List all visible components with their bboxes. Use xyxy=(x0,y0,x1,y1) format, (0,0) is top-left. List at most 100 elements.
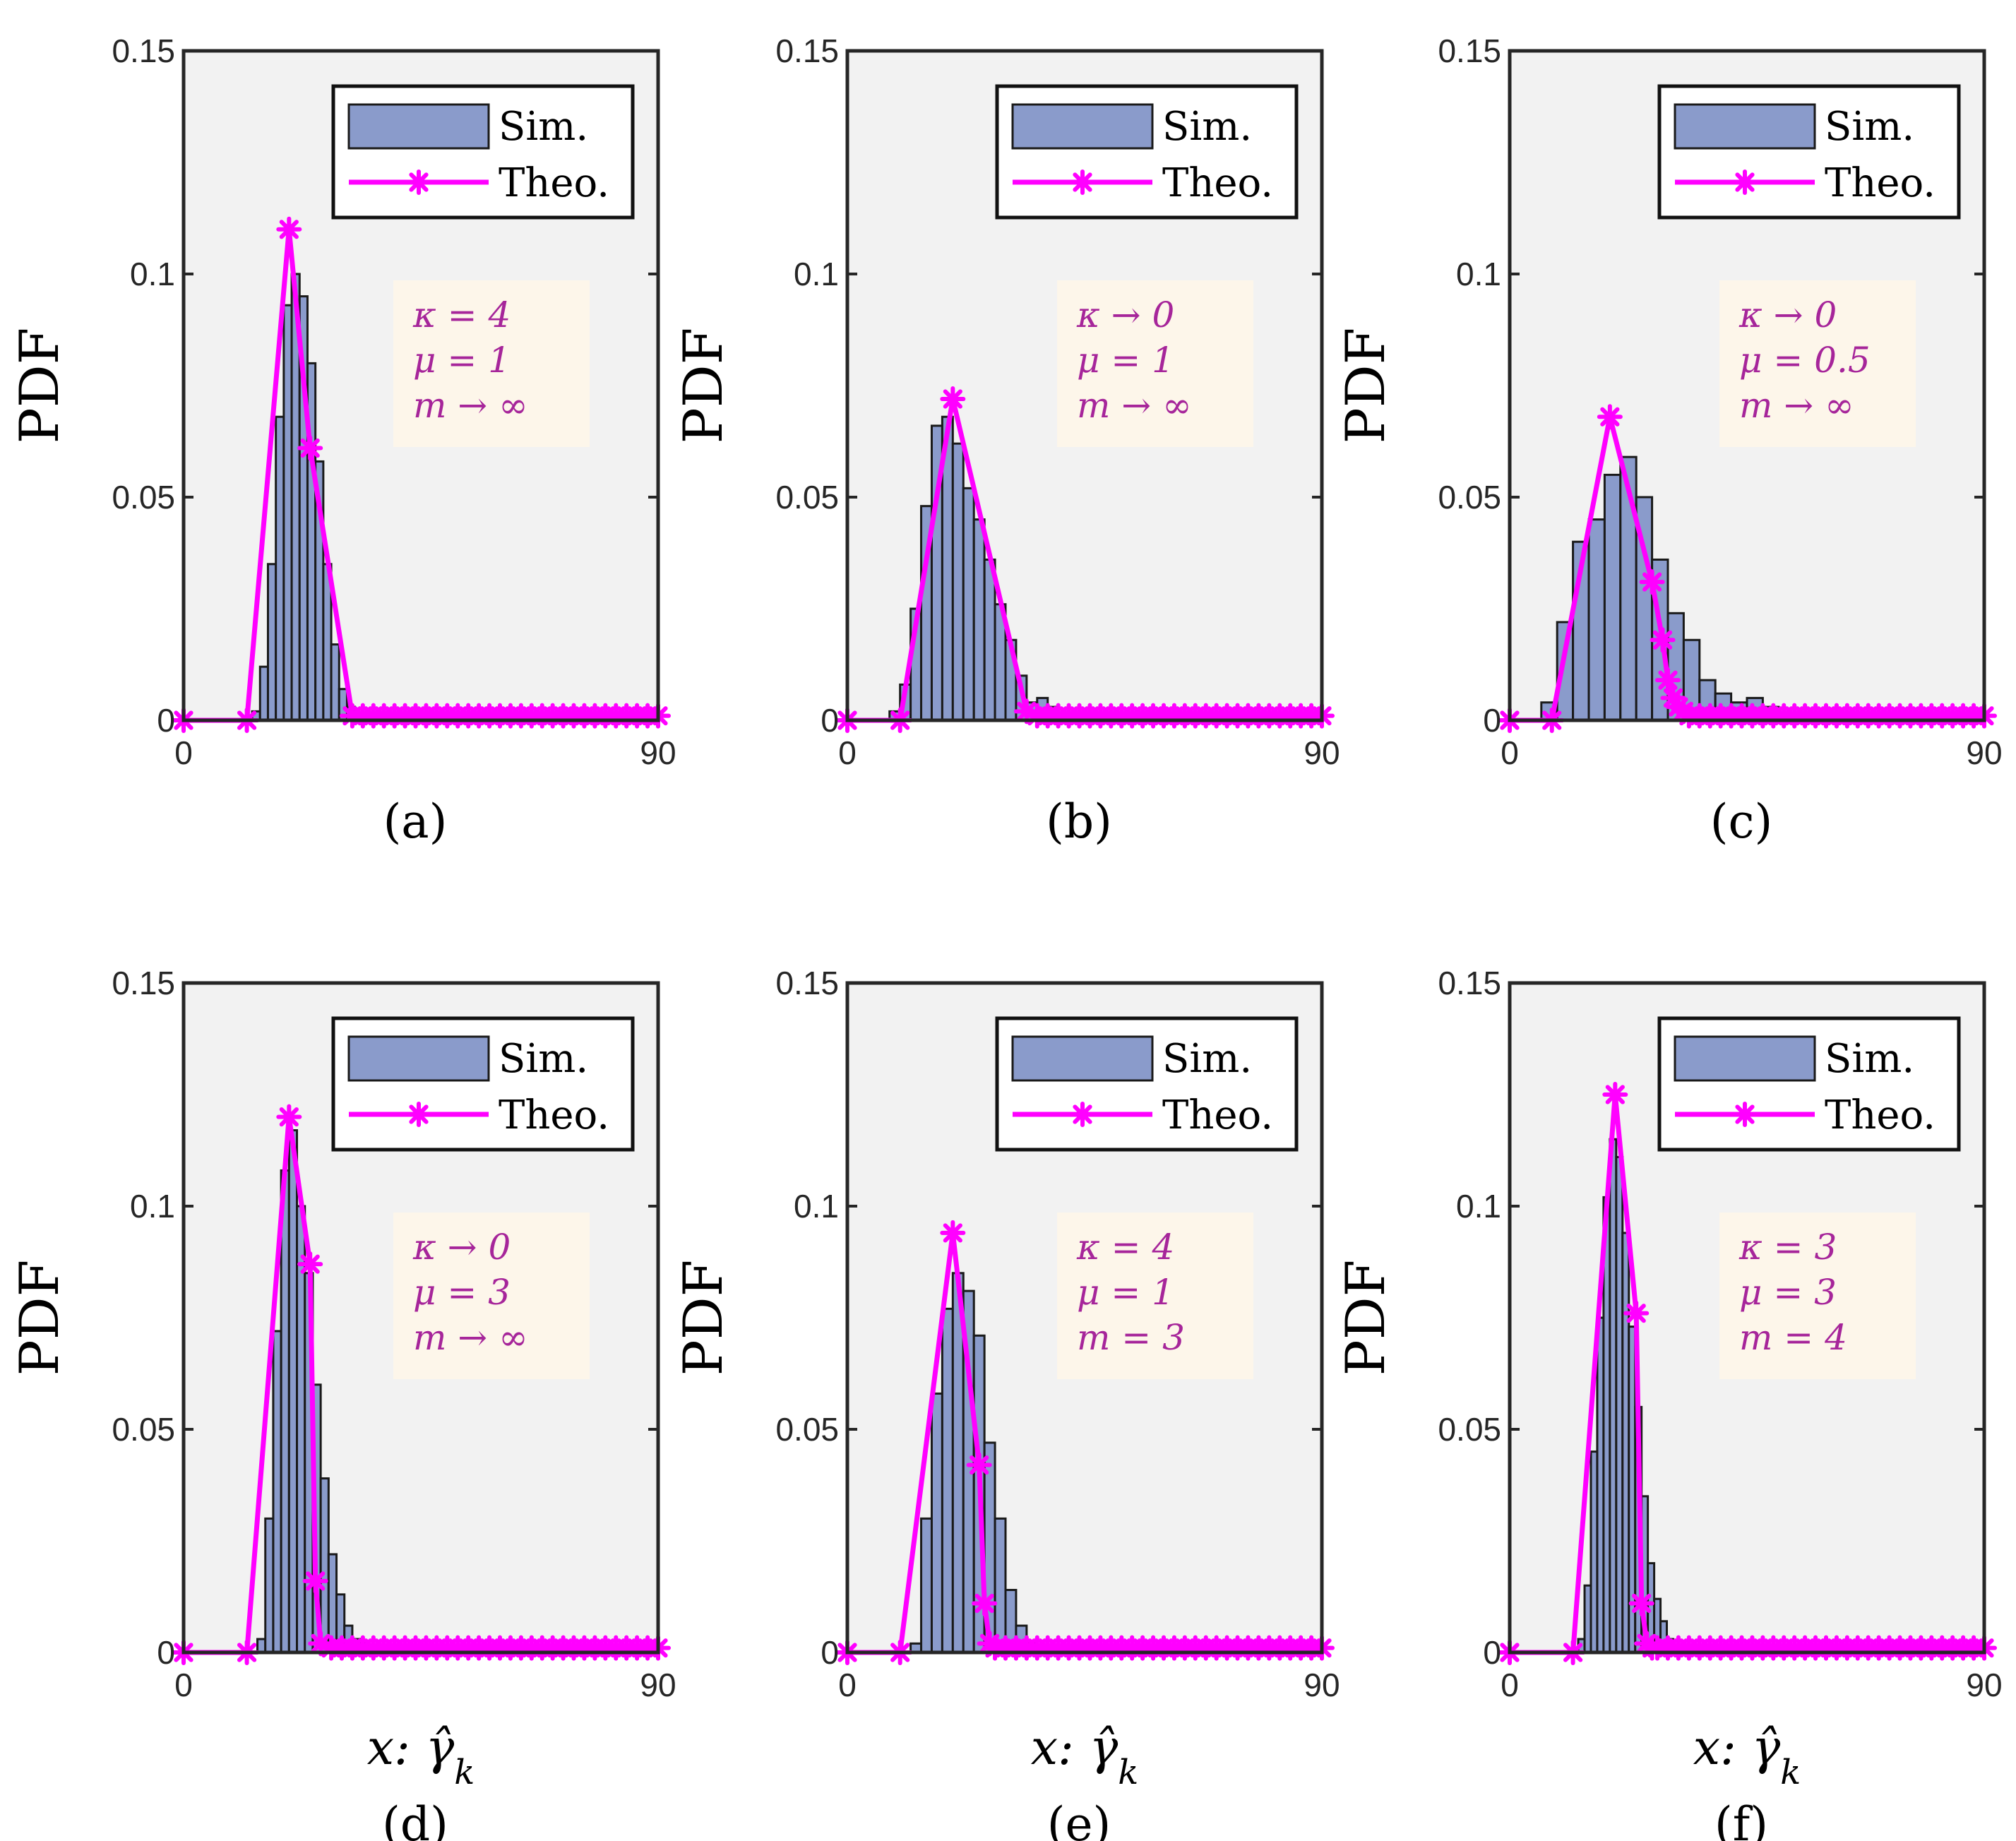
theo-marker-stroke xyxy=(943,1223,962,1243)
param-text: μ = 0.5 xyxy=(1739,340,1871,381)
param-text: κ → 0 xyxy=(412,1227,511,1268)
histogram-bar xyxy=(319,1477,330,1654)
histogram-bar xyxy=(1603,473,1622,722)
y-tick-label: 0.05 xyxy=(1438,479,1501,516)
x-tick-label: 0 xyxy=(174,1667,193,1703)
histogram-bar xyxy=(920,1517,933,1654)
y-tick-label: 0.15 xyxy=(1438,32,1501,69)
param-box-bg xyxy=(1057,1213,1253,1379)
y-tick-label: 0.15 xyxy=(112,965,175,1001)
legend: Sim. Theo. xyxy=(995,1016,1299,1152)
y-tick-label: 0 xyxy=(821,702,839,739)
param-text: κ = 4 xyxy=(412,294,511,335)
histogram-bar xyxy=(1587,518,1606,722)
param-box: κ = 4 μ = 1m → ∞ xyxy=(393,280,590,447)
y-tick-label: 0.05 xyxy=(112,479,175,516)
x-tick-label: 0 xyxy=(174,734,193,771)
theo-marker xyxy=(940,1220,966,1246)
panel-label: (a) xyxy=(383,794,448,849)
theo-marker xyxy=(276,1104,302,1130)
panel-b: 0 0.05 0.1 0.15 0 90 PDF (b) Sim. Theo. κ → 0 μ = 1… xyxy=(672,32,1340,849)
histogram-bar xyxy=(264,1517,275,1654)
y-axis-label: PDF xyxy=(8,1260,71,1376)
histogram-bar xyxy=(962,487,975,722)
histogram-bar xyxy=(330,643,340,722)
y-axis-label: PDF xyxy=(672,328,734,444)
x-tick-label: 0 xyxy=(1501,734,1519,771)
param-box: κ = 4μ = 1m = 3 xyxy=(1057,1213,1253,1379)
param-text: μ = 1 xyxy=(413,340,511,381)
param-box: κ → 0 μ = 1m → ∞ xyxy=(1057,280,1253,447)
y-tick-label: 0 xyxy=(1483,702,1501,739)
legend: Sim. Theo. xyxy=(331,84,635,220)
theo-marker xyxy=(1602,1082,1628,1107)
panel-f: 0 0.05 0.1 0.15 0 90 PDF x: γ̂k (f) Sim. Theo. κ = … xyxy=(1334,965,2003,1841)
panel-label: (e) xyxy=(1047,1797,1111,1841)
legend-sim-label: Sim. xyxy=(1162,1036,1252,1082)
x-tick-label: 0 xyxy=(1501,1667,1519,1703)
panel-d: 0 0.05 0.1 0.15 0 90 PDF x: γ̂k (d) Sim. Theo. κ → … xyxy=(8,965,676,1841)
param-text: μ = 1 xyxy=(1077,1272,1174,1313)
y-tick-label: 0.15 xyxy=(775,965,839,1001)
param-text: κ → 0 xyxy=(1738,294,1837,335)
theo-marker-stroke xyxy=(311,1633,330,1653)
y-tick-label: 0.1 xyxy=(1456,1188,1501,1225)
theo-marker xyxy=(297,435,323,461)
theo-marker-stroke xyxy=(1663,688,1683,708)
x-tick-label: 90 xyxy=(1966,734,2002,771)
theo-marker-stroke xyxy=(1017,701,1037,721)
param-text: m → ∞ xyxy=(1077,385,1192,426)
y-tick-label: 0.1 xyxy=(794,1188,839,1225)
histogram-bar xyxy=(930,1392,943,1654)
legend-theo-label: Theo. xyxy=(1825,1092,1936,1138)
panel-label: (c) xyxy=(1710,794,1772,849)
legend: Sim. Theo. xyxy=(1657,84,1961,220)
axes-box xyxy=(845,49,1324,722)
param-text: μ = 1 xyxy=(1077,340,1174,381)
param-text: κ → 0 xyxy=(1076,294,1174,335)
theo-marker xyxy=(1070,169,1095,195)
legend-sim-label: Sim. xyxy=(1825,1036,1914,1082)
y-tick-label: 0.1 xyxy=(130,256,175,292)
legend-sim-swatch xyxy=(347,103,490,150)
param-box-bg xyxy=(393,280,590,447)
theo-marker xyxy=(1597,404,1623,430)
theo-marker-stroke xyxy=(1632,1593,1652,1614)
panel-label: (d) xyxy=(382,1797,448,1841)
param-text: μ = 3 xyxy=(1739,1272,1837,1313)
theo-marker-stroke xyxy=(1652,630,1673,650)
axes-box xyxy=(845,981,1324,1655)
histogram-bar xyxy=(941,1307,954,1654)
histogram-bar xyxy=(280,1169,290,1654)
histogram-bar xyxy=(994,1517,1007,1654)
theo-marker-stroke xyxy=(409,1104,429,1124)
y-tick-label: 0 xyxy=(157,1634,175,1671)
theo-marker-stroke xyxy=(1626,1304,1646,1323)
histogram-bar xyxy=(275,415,285,722)
theo-marker xyxy=(966,1452,992,1478)
x-tick-label: 90 xyxy=(640,1667,676,1703)
panel-label: (f) xyxy=(1714,1797,1768,1841)
legend-sim-swatch xyxy=(1674,103,1816,150)
x-axis-label: x: γ̂k xyxy=(367,1720,475,1792)
theo-marker xyxy=(297,1251,323,1277)
legend: Sim. Theo. xyxy=(995,84,1299,220)
theo-marker xyxy=(406,1102,431,1127)
param-text: κ = 3 xyxy=(1738,1227,1837,1268)
theo-marker-stroke xyxy=(943,389,962,409)
y-tick-label: 0.1 xyxy=(1456,256,1501,292)
x-tick-label: 90 xyxy=(1966,1667,2002,1703)
theo-marker xyxy=(406,169,431,195)
theo-marker xyxy=(1732,169,1758,195)
legend-sim-label: Sim. xyxy=(1162,104,1252,150)
histogram-bar xyxy=(972,518,986,722)
axes-box xyxy=(1508,981,1986,1655)
param-box-bg xyxy=(1719,280,1916,447)
param-box: κ → 0μ = 3m → ∞ xyxy=(393,1213,590,1379)
y-tick-label: 0.15 xyxy=(112,32,175,69)
histogram-bar xyxy=(951,442,965,722)
legend-sim-swatch xyxy=(1011,1035,1154,1082)
histogram-bar xyxy=(256,1638,267,1654)
legend-sim-label: Sim. xyxy=(499,104,588,150)
theo-marker xyxy=(276,216,302,242)
